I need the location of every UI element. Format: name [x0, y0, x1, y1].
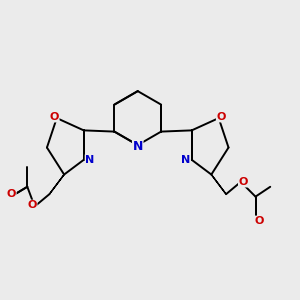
Text: O: O [254, 216, 264, 226]
Text: O: O [28, 200, 37, 210]
Text: O: O [50, 112, 59, 122]
Text: O: O [7, 189, 16, 199]
Text: N: N [85, 155, 94, 165]
Text: O: O [217, 112, 226, 122]
Text: O: O [238, 177, 248, 187]
Polygon shape [211, 175, 226, 194]
Text: N: N [133, 140, 143, 153]
Text: N: N [181, 155, 190, 165]
Polygon shape [50, 175, 64, 194]
